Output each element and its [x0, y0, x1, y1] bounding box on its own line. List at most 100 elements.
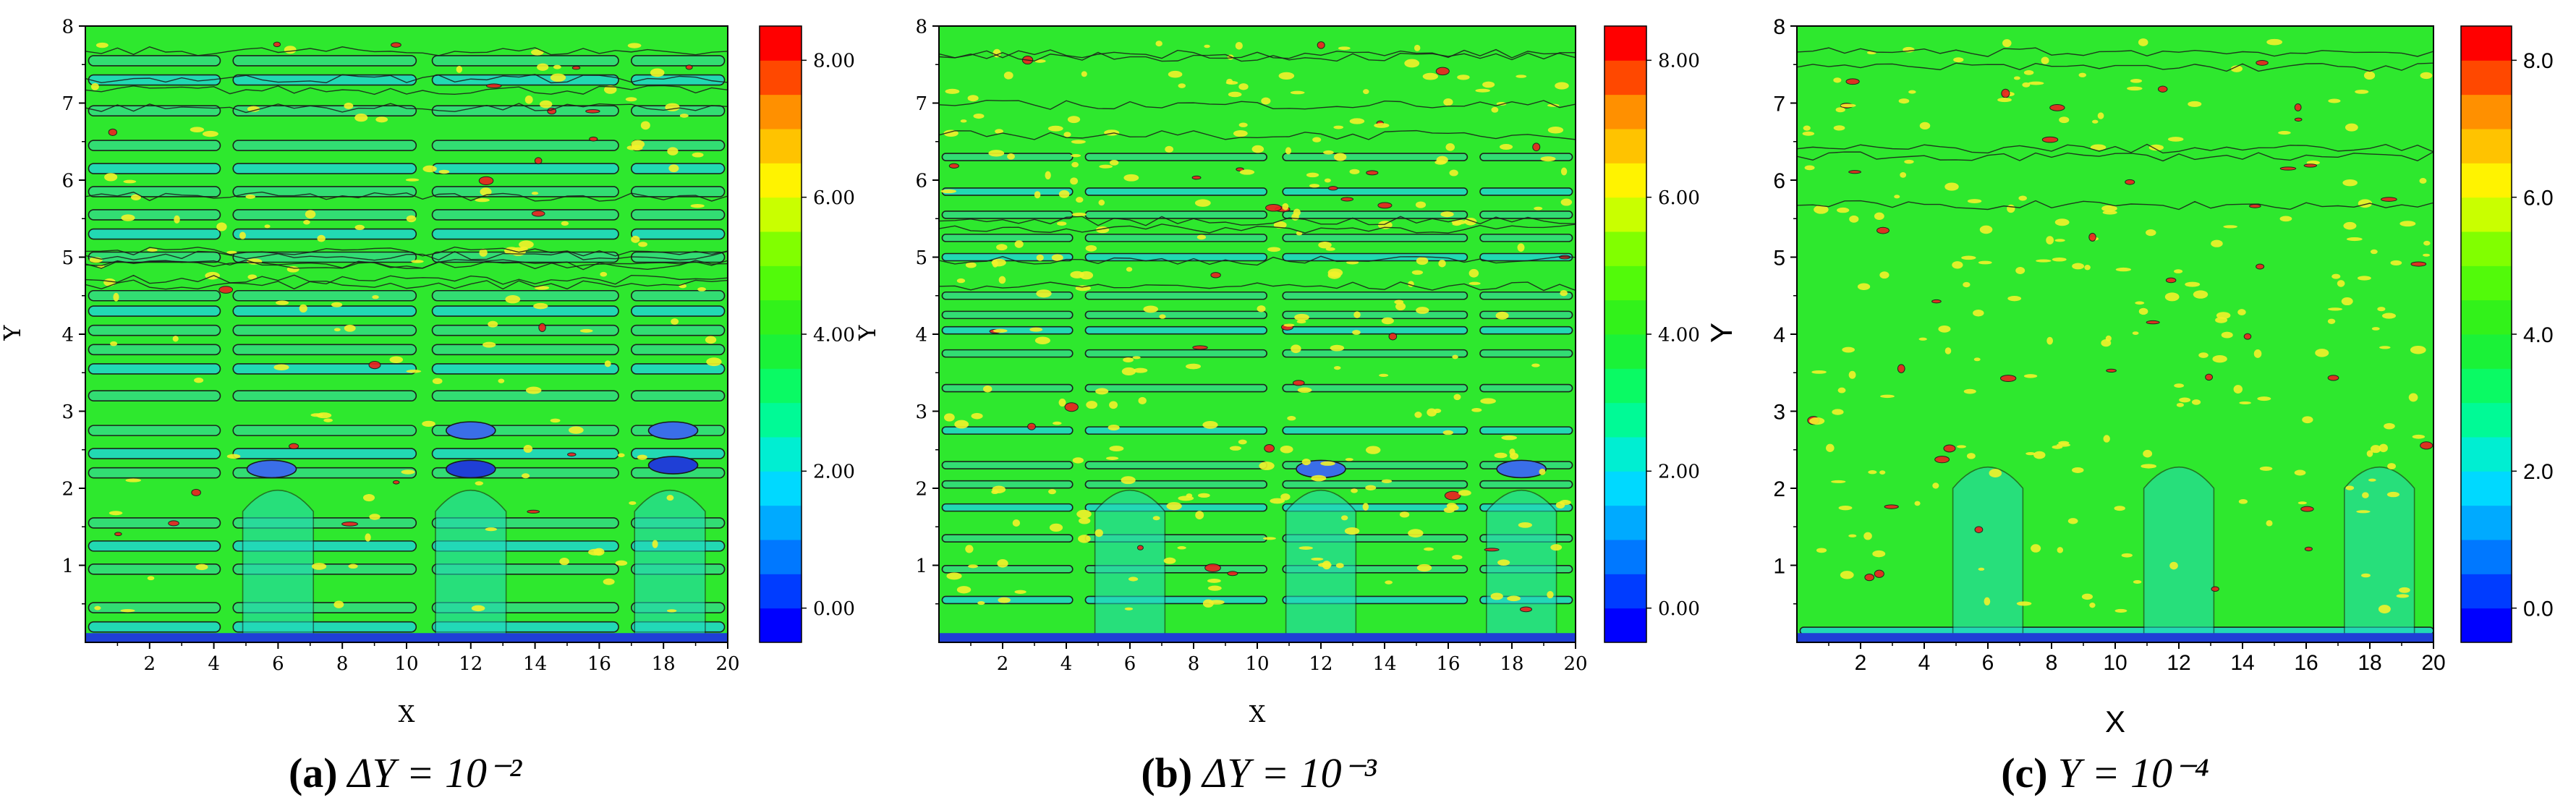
heatmap-field: [1797, 26, 2433, 642]
contour-band: [941, 461, 1074, 469]
speckle: [629, 501, 637, 505]
colorbar-step: [1604, 265, 1646, 301]
speckle: [125, 478, 142, 482]
speckle: [1186, 493, 1193, 498]
speckle: [1229, 446, 1241, 451]
speckle: [1330, 344, 1345, 352]
speckle: [2294, 469, 2306, 476]
contour-band: [88, 324, 221, 336]
speckle: [1128, 577, 1139, 582]
speckle: [550, 418, 561, 423]
speckle: [1072, 457, 1084, 464]
speckle: [2420, 441, 2433, 450]
colorbar-step: [2461, 471, 2512, 506]
speckle: [273, 364, 289, 370]
speckle: [2379, 346, 2391, 349]
speckle: [1278, 72, 1295, 80]
speckle: [991, 490, 999, 495]
speckle: [973, 113, 985, 119]
speckle: [521, 473, 530, 479]
panel-a-colorbar: 0.00 2.00 4.00 6.00 8.00: [759, 25, 855, 643]
bottom-low-strip: [85, 633, 728, 642]
speckle: [2331, 273, 2341, 279]
y-tick-label: 6: [1773, 169, 1785, 193]
speckle: [475, 481, 484, 486]
contour-band: [88, 74, 221, 86]
x-tick-label: 12: [459, 653, 483, 675]
speckle: [485, 527, 497, 532]
speckle: [372, 295, 379, 299]
speckle: [1095, 388, 1109, 395]
speckle: [1804, 165, 1815, 171]
x-tick-label: 10: [2103, 651, 2127, 675]
speckle: [1264, 443, 1275, 453]
x-tick-label: 16: [587, 653, 611, 675]
colorbar-step: [2461, 163, 2512, 198]
speckle: [483, 341, 496, 348]
speckle: [2127, 86, 2143, 91]
x-tick-label: 2: [144, 653, 156, 675]
speckle: [1509, 448, 1516, 456]
contour-band: [1084, 291, 1268, 300]
speckle: [1027, 422, 1036, 430]
speckle: [1560, 167, 1568, 176]
speckle: [1317, 41, 1325, 49]
speckle: [2223, 225, 2237, 229]
speckle: [1285, 147, 1292, 155]
speckle: [1848, 370, 1856, 379]
speckle: [1282, 203, 1289, 210]
speckle: [1874, 212, 1884, 221]
speckle: [2185, 281, 2201, 287]
colorbar-step: [1604, 505, 1646, 540]
speckle: [456, 65, 463, 73]
speckle: [1287, 416, 1296, 421]
speckle: [488, 320, 498, 328]
speckle: [1491, 106, 1499, 113]
cyan-column: [1285, 489, 1357, 636]
speckle: [666, 609, 677, 613]
speckle: [2355, 89, 2369, 94]
speckle: [2125, 179, 2135, 185]
colorbar-step: [1604, 437, 1646, 472]
speckle: [1978, 260, 1992, 265]
speckle: [247, 274, 258, 280]
x-tick-label: 14: [1372, 653, 1396, 675]
speckle: [1049, 523, 1063, 532]
speckle: [2164, 292, 2180, 302]
panel-c-caption-eq: Y = 10⁻⁴: [2058, 749, 2209, 796]
cyan-column: [1952, 466, 2024, 636]
speckle: [1868, 470, 1877, 475]
speckle: [2114, 506, 2125, 511]
speckle: [1540, 156, 1556, 162]
speckle: [1290, 90, 1305, 95]
contour-band: [1479, 153, 1573, 161]
contour-band: [1479, 187, 1573, 196]
colorbar-step: [760, 197, 802, 232]
speckle: [1064, 402, 1079, 412]
panel-a-heatmap: [85, 26, 728, 642]
speckle: [1497, 559, 1510, 566]
speckle: [2015, 266, 2025, 274]
speckle: [627, 43, 642, 48]
speckle: [697, 287, 706, 292]
contour-band: [1282, 291, 1468, 300]
colorbar-step: [2461, 299, 2512, 335]
contour-band: [1084, 153, 1268, 161]
speckle: [1078, 517, 1091, 524]
contour-band: [941, 565, 1074, 574]
speckle: [2221, 331, 2233, 339]
panel-b-heatmap: [939, 26, 1576, 642]
speckle: [2028, 81, 2044, 85]
contour-band: [1282, 153, 1468, 161]
contour-band: [941, 503, 1074, 512]
speckle: [1997, 97, 2012, 103]
contour-band: [1479, 310, 1573, 320]
speckle: [2102, 210, 2117, 215]
speckle: [968, 564, 978, 569]
colorbar-step: [2461, 402, 2512, 438]
y-tick-label: 8: [61, 16, 74, 38]
speckle: [983, 385, 992, 393]
speckle: [1442, 430, 1454, 435]
speckle: [1908, 90, 1916, 94]
speckle: [1324, 178, 1331, 183]
